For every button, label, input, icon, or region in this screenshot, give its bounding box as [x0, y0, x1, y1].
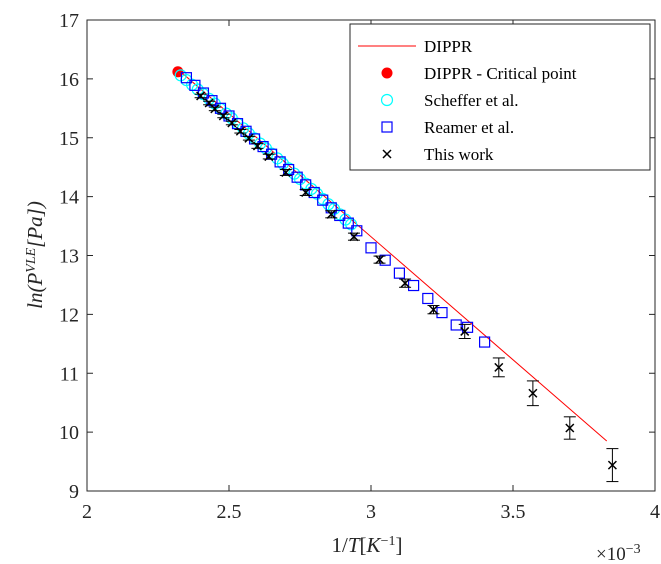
reamer-point	[308, 186, 320, 199]
scheffer-point	[345, 218, 358, 231]
x-marker-stroke	[494, 362, 504, 372]
reamer-point	[317, 194, 329, 206]
reamer-point	[180, 72, 192, 84]
chart-marks	[172, 66, 619, 483]
reamer-point	[334, 209, 346, 222]
reamer-point	[408, 279, 420, 292]
y-tick-label: 14	[59, 187, 79, 209]
this-work-point	[251, 141, 264, 151]
this-work-point	[427, 305, 440, 315]
reamer-point	[291, 171, 303, 183]
y-tick-label: 9	[69, 481, 79, 503]
this-work-point	[526, 380, 539, 407]
x-marker-stroke	[252, 141, 262, 151]
this-work-point	[279, 167, 292, 178]
legend-reamer-symbol	[381, 121, 393, 133]
x-marker-stroke	[244, 133, 254, 143]
legend-box	[349, 23, 651, 171]
reamer-point	[189, 79, 201, 91]
x-marker-stroke	[264, 152, 274, 162]
legend-label-0: DIPPR	[424, 37, 473, 56]
this-work-point	[492, 357, 505, 378]
legend-label-4: This work	[424, 145, 494, 164]
this-work-point	[208, 104, 221, 114]
x-marker-stroke	[281, 167, 291, 178]
y-tick-label: 11	[60, 363, 79, 385]
reamer-point	[342, 217, 354, 229]
reamer-point	[365, 242, 377, 254]
y-tick-label: 10	[59, 422, 79, 444]
this-work-point	[325, 209, 338, 219]
reamer-point	[461, 321, 474, 333]
x-axis-label: 1/T[K−1]	[332, 533, 403, 557]
reamer-point	[450, 319, 462, 331]
x-marker-stroke	[301, 187, 311, 198]
this-work-point	[299, 187, 312, 198]
y-tick-label: 13	[59, 246, 79, 268]
legend-label-2: Scheffer et al.	[424, 91, 519, 110]
legend-this-work-symbol	[382, 149, 392, 159]
this-work-point	[373, 255, 386, 265]
series-this-work	[194, 91, 619, 483]
y-tick-label: 12	[59, 304, 79, 326]
legend: DIPPR DIPPR - Critical point Scheffer et…	[349, 23, 651, 171]
this-work-point	[606, 448, 619, 483]
x-marker-stroke	[607, 460, 617, 470]
x-marker-stroke	[349, 232, 359, 242]
x-marker-stroke	[460, 326, 470, 336]
this-work-point	[458, 323, 471, 340]
x-marker-stroke	[196, 91, 206, 101]
series-reamer-et-al-	[180, 72, 491, 348]
x-marker-stroke	[227, 118, 237, 128]
y-axis-label: ln(PVLE[Pa])	[23, 201, 47, 309]
reamer-point	[422, 292, 434, 305]
x-tick-label: 3.5	[501, 501, 526, 523]
reamer-point	[274, 156, 286, 168]
axis-ticks: 2 2.5 3 3.5 4 9 10 11 12 13 14 15 16 17	[59, 10, 660, 523]
x-marker-stroke	[326, 209, 336, 219]
this-work-point	[225, 118, 238, 128]
this-work-point	[242, 133, 255, 143]
this-work-point	[194, 91, 207, 101]
legend-label-1: DIPPR - Critical point	[424, 64, 577, 83]
x-marker-stroke	[428, 305, 439, 315]
y-tick-label: 17	[59, 10, 79, 32]
this-work-point	[563, 416, 576, 440]
this-work-point	[262, 152, 275, 162]
x-tick-label: 2	[82, 501, 92, 523]
x-tick-label: 3	[366, 501, 376, 523]
x-multiplier: ×10−3	[596, 542, 641, 564]
legend-critical-point-symbol	[381, 67, 393, 79]
x-marker-stroke	[528, 388, 538, 398]
reamer-point	[351, 225, 363, 237]
x-marker-stroke	[400, 278, 410, 288]
legend-label-3: Reamer et al.	[424, 118, 514, 137]
x-marker-stroke	[565, 423, 575, 433]
this-work-point	[347, 232, 360, 242]
reamer-point	[393, 267, 405, 279]
x-tick-label: 2.5	[217, 501, 242, 523]
x-marker-stroke	[204, 98, 214, 108]
x-marker-stroke	[210, 104, 220, 114]
x-marker-stroke	[218, 111, 228, 121]
this-work-point	[234, 126, 247, 136]
y-tick-label: 16	[59, 69, 79, 91]
this-work-point	[217, 111, 230, 121]
x-tick-label: 4	[650, 501, 660, 523]
reamer-point	[479, 336, 491, 348]
x-marker-stroke	[235, 126, 245, 136]
x-marker-stroke	[374, 255, 385, 265]
legend-scheffer-symbol	[380, 93, 394, 107]
y-tick-label: 15	[59, 128, 79, 150]
this-work-point	[399, 278, 412, 288]
